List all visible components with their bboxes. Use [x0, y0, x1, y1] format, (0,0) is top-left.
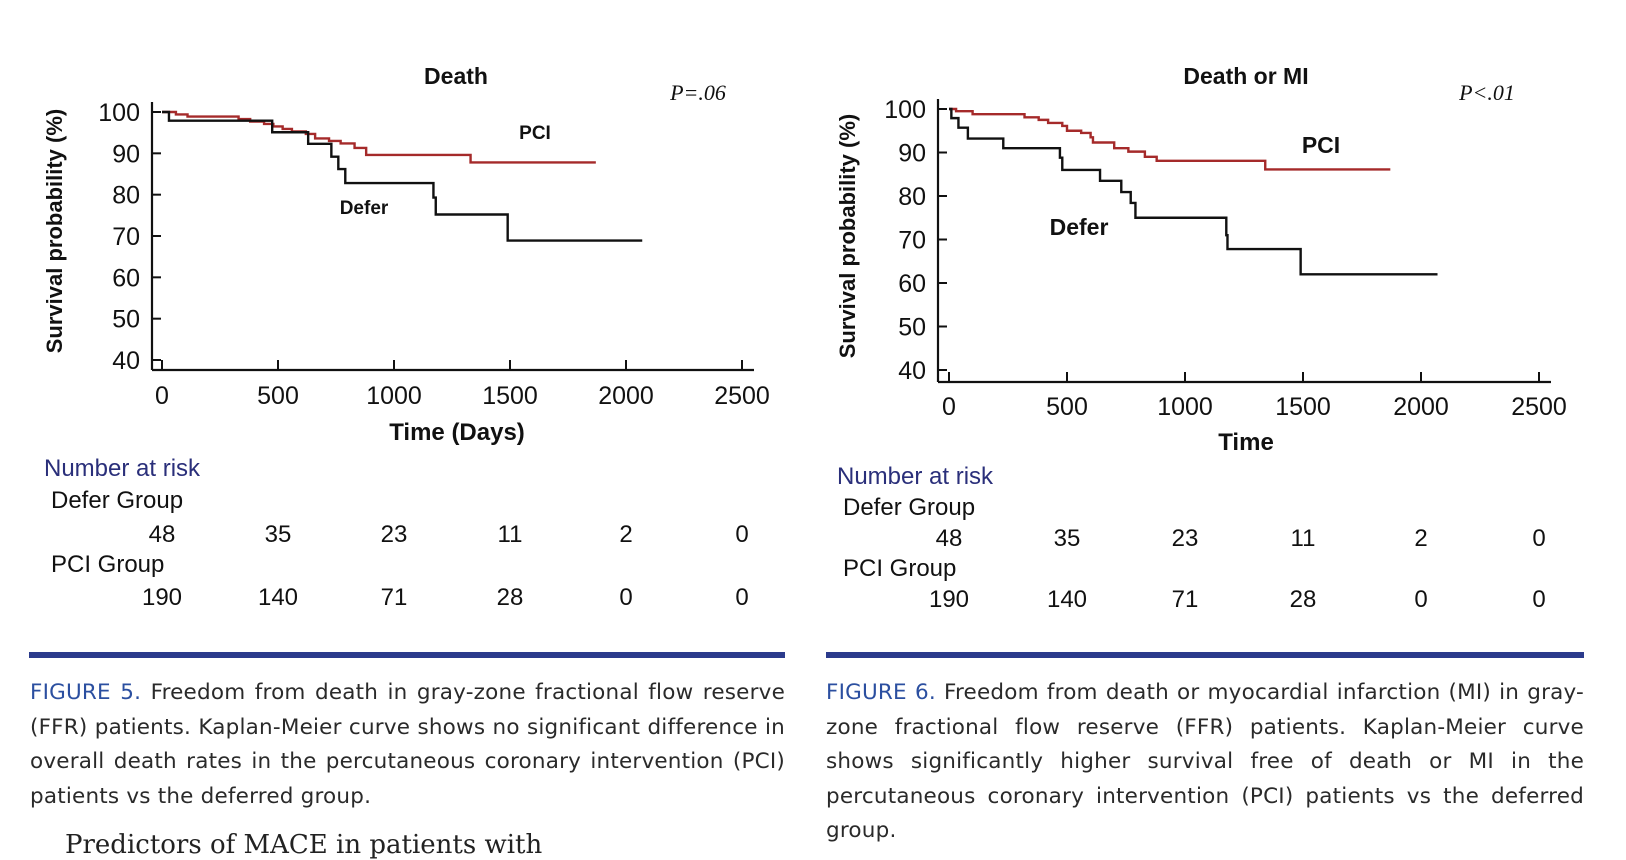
risk-count: 11 [1290, 525, 1316, 552]
series-label-pci: PCI [1302, 132, 1340, 158]
y-axis-label: Survival probability (%) [42, 109, 67, 354]
risk-count: 0 [1532, 525, 1546, 552]
x-tick-label: 1000 [366, 382, 422, 410]
risk-count: 35 [1053, 525, 1081, 552]
risk-count: 0 [1414, 586, 1428, 613]
y-tick-label: 70 [112, 223, 140, 251]
risk-count: 2 [619, 521, 633, 548]
following-section-heading: Predictors of MACE in patients with [65, 830, 543, 860]
risk-count: 28 [496, 584, 524, 611]
chart-title: Death [424, 63, 488, 89]
chart-title: Death or MI [1183, 63, 1308, 89]
y-tick-label: 80 [898, 183, 926, 211]
y-tick-label: 60 [112, 264, 140, 292]
risk-count: 71 [380, 584, 408, 611]
figure-label: FIGURE 5. [30, 680, 142, 705]
km-curve-pci [162, 110, 596, 164]
caption-text: Freedom from death or myocardial infarct… [826, 680, 1584, 843]
risk-group-label: PCI Group [51, 551, 165, 578]
figure-rule [29, 652, 785, 658]
risk-count: 140 [257, 584, 299, 611]
risk-count: 48 [935, 525, 963, 552]
figure-rule [826, 652, 1584, 658]
p-value: P=.06 [669, 80, 726, 105]
risk-count: 190 [141, 584, 183, 611]
risk-count: 190 [928, 586, 970, 613]
km-curve-pci [949, 107, 1391, 171]
number-at-risk-heading: Number at risk [44, 455, 201, 482]
y-tick-label: 50 [898, 314, 926, 342]
y-tick-label: 100 [98, 99, 140, 127]
y-tick-label: 100 [884, 96, 926, 124]
y-tick-label: 90 [898, 140, 926, 168]
x-tick-label: 0 [942, 393, 956, 421]
x-tick-label: 2000 [1393, 393, 1449, 421]
y-tick-label: 70 [898, 227, 926, 255]
y-tick-label: 50 [112, 306, 140, 334]
x-tick-label: 500 [257, 382, 299, 410]
risk-count: 28 [1289, 586, 1317, 613]
y-tick-label: 40 [898, 357, 926, 385]
y-tick-label: 90 [112, 140, 140, 168]
km-curve-defer [162, 110, 643, 242]
y-tick-label: 60 [898, 270, 926, 298]
figure-6-caption: FIGURE 6. Freedom from death or myocardi… [826, 676, 1584, 849]
x-tick-label: 1500 [1275, 393, 1331, 421]
x-tick-label: 1500 [482, 382, 538, 410]
chart-death: Death P=.06 PCI Defer Survival probabili… [42, 63, 770, 446]
p-value: P<.01 [1458, 80, 1515, 105]
x-tick-label: 2500 [714, 382, 770, 410]
risk-group-label: Defer Group [51, 487, 184, 514]
x-axis-label: Time (Days) [389, 419, 525, 446]
x-tick-label: 500 [1046, 393, 1088, 421]
chart-death-or-mi: Death or MI P<.01 PCI Defer Survival pro… [835, 63, 1567, 456]
km-curve-defer [949, 107, 1438, 276]
figure-5-caption: FIGURE 5. Freedom from death in gray-zon… [30, 676, 785, 814]
series-label-pci: PCI [519, 123, 551, 144]
x-tick-label: 2500 [1511, 393, 1567, 421]
risk-count: 140 [1046, 586, 1088, 613]
number-at-risk-heading: Number at risk [837, 463, 994, 490]
x-tick-label: 1000 [1157, 393, 1213, 421]
series-label-defer: Defer [340, 198, 389, 219]
risk-count: 11 [497, 521, 523, 548]
risk-count: 0 [735, 521, 749, 548]
risk-count: 2 [1414, 525, 1428, 552]
x-tick-label: 0 [155, 382, 169, 410]
risk-group-label: Defer Group [843, 494, 976, 521]
y-axis-label: Survival probability (%) [835, 114, 860, 359]
figure-label: FIGURE 6. [826, 680, 936, 705]
risk-count: 35 [264, 521, 292, 548]
risk-count: 48 [148, 521, 176, 548]
risk-count: 0 [735, 584, 749, 611]
risk-count: 0 [619, 584, 633, 611]
risk-count: 23 [380, 521, 408, 548]
x-tick-label: 2000 [598, 382, 654, 410]
caption-text: Freedom from death in gray-zone fraction… [30, 680, 785, 809]
y-tick-label: 40 [112, 347, 140, 375]
risk-count: 23 [1171, 525, 1199, 552]
x-axis-label: Time [1218, 429, 1274, 456]
risk-group-label: PCI Group [843, 555, 957, 582]
risk-count: 71 [1171, 586, 1199, 613]
series-label-defer: Defer [1050, 214, 1109, 240]
risk-count: 0 [1532, 586, 1546, 613]
y-tick-label: 80 [112, 182, 140, 210]
